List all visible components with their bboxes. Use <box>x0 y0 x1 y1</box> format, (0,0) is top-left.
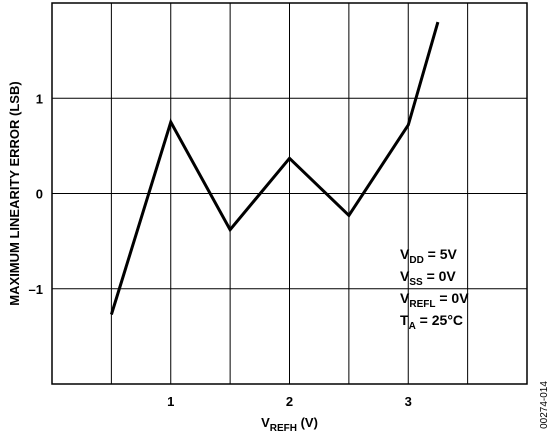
annotation-value: = 0V <box>423 268 457 284</box>
annotation-subscript: DD <box>409 255 423 266</box>
annotation-symbol: V <box>400 246 410 262</box>
grid-lines <box>52 3 527 384</box>
annotation-value: = 0V <box>435 290 469 306</box>
annotation-symbol: T <box>400 312 409 328</box>
annotation-line-3: TA = 25°C <box>400 312 463 332</box>
annotation-line-1: VSS = 0V <box>400 268 456 288</box>
x-axis-title: VREFH (V) <box>261 415 318 434</box>
series-line <box>109 21 440 315</box>
y-tick-label-2: 1 <box>36 91 43 106</box>
x-tick-label-2: 3 <box>405 394 412 409</box>
annotation-subscript: SS <box>409 277 423 288</box>
plot-frame <box>51 2 528 385</box>
annotation-subscript: A <box>409 321 416 332</box>
x-axis-title-suffix: (V) <box>297 415 318 430</box>
annotation-line-0: VDD = 5V <box>400 246 458 266</box>
annotation-symbol: V <box>400 290 410 306</box>
annotation-subscript: REFL <box>409 299 435 310</box>
x-tick-label-0: 1 <box>167 394 174 409</box>
annotation-symbol: V <box>400 268 410 284</box>
annotation-value: = 5V <box>424 246 458 262</box>
x-axis-title-main: V <box>261 415 270 430</box>
y-axis-title: MAXIMUM LINEARITY ERROR (LSB) <box>7 81 22 305</box>
y-tick-label-1: 0 <box>36 187 43 202</box>
tick-labels: 1 2 3 –1 0 1 <box>29 91 412 409</box>
x-axis-title-subscript: REFH <box>270 423 297 434</box>
y-tick-label-0: –1 <box>29 282 43 297</box>
annotation-value: = 25°C <box>416 312 463 328</box>
figure-code: 00274-014 <box>539 381 550 429</box>
annotation-line-2: VREFL = 0V <box>400 290 469 310</box>
x-tick-label-1: 2 <box>286 394 293 409</box>
